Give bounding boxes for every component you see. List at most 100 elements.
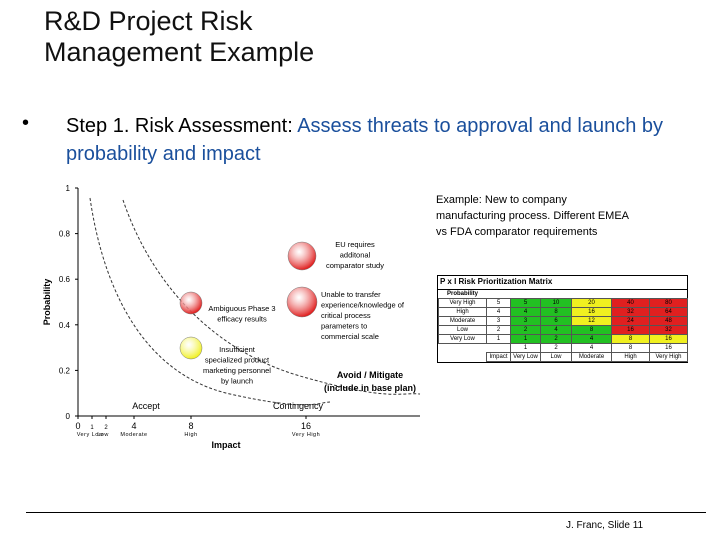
matrix-blank: [612, 290, 650, 299]
matrix-impact-name: Very Low: [510, 352, 541, 362]
matrix-cell: 4: [510, 307, 541, 317]
matrix-blank: [541, 290, 572, 299]
matrix-row: Very Low 1 1 2 4 8 16: [438, 334, 688, 344]
matrix-impact-name: High: [611, 352, 650, 362]
matrix-row-label: High: [438, 307, 487, 317]
x-tick-label: 0: [75, 421, 80, 431]
x-tick-sublabel: Very Low: [77, 432, 104, 438]
risk-point: [287, 241, 317, 271]
matrix-impact-value: 4: [571, 343, 612, 353]
x-tick-label: 8: [188, 421, 193, 431]
matrix-cell: 2: [540, 334, 572, 344]
matrix-blank: [511, 290, 541, 299]
title-line-1: R&D Project Risk: [44, 6, 253, 36]
matrix-row-prob: 3: [486, 316, 511, 326]
matrix-cell: 4: [540, 325, 572, 335]
matrix-blank: [439, 344, 487, 353]
x-tick-sublabel: Very High: [292, 432, 320, 438]
x-tick-sublabel: Moderate: [120, 432, 147, 438]
y-tick-label: 0.2: [59, 366, 71, 375]
matrix-table: Probability Very High 5 5 10 20 40 80 High 4 4 8 16 3…: [438, 290, 688, 362]
matrix-cell: 12: [571, 316, 612, 326]
y-tick-label: 1: [66, 184, 71, 193]
title-line-2: Management Example: [44, 37, 315, 67]
risk-point-label: Insufficient specialized product marketing…: [203, 345, 271, 386]
matrix-blank: [487, 290, 511, 299]
matrix-cell: 80: [649, 298, 688, 308]
matrix-row-prob: 1: [486, 334, 511, 344]
step-text: Step 1. Risk Assessment: Assess threats …: [66, 112, 706, 168]
matrix-cell: 8: [571, 325, 612, 335]
x-tick-label: 4: [131, 421, 136, 431]
matrix-row: Low 2 2 4 8 16 32: [438, 325, 688, 335]
matrix-cell: 32: [611, 307, 650, 317]
x-tick-label: 16: [301, 421, 311, 431]
x-tick-sublabel: High: [184, 432, 197, 438]
matrix-blank: [487, 344, 511, 353]
y-tick-label: 0: [66, 412, 71, 421]
matrix-cell: 2: [510, 325, 541, 335]
risk-point-label: Unable to transfer experience/knowledge o…: [321, 290, 405, 341]
region-avoid-note: (include in base plan): [324, 383, 416, 393]
matrix-impact-name: Very High: [649, 352, 688, 362]
risk-point: [179, 336, 203, 360]
matrix-cell: 64: [649, 307, 688, 317]
matrix-impact-value: 1: [510, 343, 541, 353]
matrix-row: Very High 5 5 10 20 40 80: [438, 298, 688, 308]
matrix-impact-name: Moderate: [571, 352, 612, 362]
slide-footer: J. Franc, Slide 11: [566, 520, 644, 531]
region-contingency: Contingency: [273, 401, 324, 411]
risk-curve-high: [122, 199, 421, 395]
risk-curve-low: [89, 197, 331, 406]
risk-point-label: Ambiguous Phase 3 efficacy results: [208, 304, 275, 324]
region-accept: Accept: [132, 401, 160, 411]
matrix-row: High 4 4 8 16 32 64: [438, 307, 688, 317]
matrix-row-label: Low: [438, 325, 487, 335]
region-avoid: Avoid / Mitigate: [337, 370, 403, 380]
matrix-prob-header: Probability: [446, 291, 478, 297]
matrix-impact-value: 16: [649, 343, 688, 353]
matrix-impact-label: Impact: [486, 352, 511, 362]
matrix-blank: [572, 290, 612, 299]
y-axis-label: Probability: [42, 279, 52, 326]
matrix-cell: 32: [649, 325, 688, 335]
x-tick-label: 2: [104, 425, 108, 431]
footer-divider: [26, 512, 706, 513]
matrix-row-label: Very High: [438, 298, 487, 308]
matrix-cell: 4: [571, 334, 612, 344]
matrix-cell: 5: [510, 298, 541, 308]
x-axis-label: Impact: [211, 440, 240, 450]
matrix-row-label: Moderate: [438, 316, 487, 326]
matrix-blank: [650, 290, 688, 299]
matrix-cell: 48: [649, 316, 688, 326]
matrix-blank: [439, 353, 487, 362]
matrix-cell: 8: [611, 334, 650, 344]
matrix-impact-value: 2: [540, 343, 572, 353]
risk-point: [179, 291, 203, 315]
matrix-row: Moderate 3 3 6 12 24 48: [438, 316, 688, 326]
matrix-row-prob: 5: [486, 298, 511, 308]
matrix-cell: 10: [540, 298, 572, 308]
matrix-cell: 40: [611, 298, 650, 308]
matrix-cell: 24: [611, 316, 650, 326]
matrix-impact-name: Low: [540, 352, 572, 362]
matrix-cell: 1: [510, 334, 541, 344]
matrix-impact-value: 8: [611, 343, 650, 353]
risk-point: [286, 286, 318, 318]
risk-point-label: EU requires additonal comparator study: [326, 240, 384, 270]
matrix-cell: 20: [571, 298, 612, 308]
matrix-cell: 16: [649, 334, 688, 344]
matrix-cell: 3: [510, 316, 541, 326]
step-label: Step 1. Risk Assessment:: [66, 115, 298, 137]
matrix-cell: 16: [571, 307, 612, 317]
step-accent: Assess threats to approval and launch by…: [66, 115, 663, 165]
y-tick-label: 0.6: [59, 275, 71, 284]
matrix-cell: 16: [611, 325, 650, 335]
example-note: Example: New to company manufacturing pr…: [436, 194, 629, 238]
x-tick-sublabel: Low: [97, 432, 109, 438]
matrix-row-label: Very Low: [438, 334, 487, 344]
matrix-row-prob: 2: [486, 325, 511, 335]
matrix-title: P x I Risk Prioritization Matrix: [438, 276, 687, 290]
slide-title: R&D Project Risk Management Example: [44, 6, 314, 68]
